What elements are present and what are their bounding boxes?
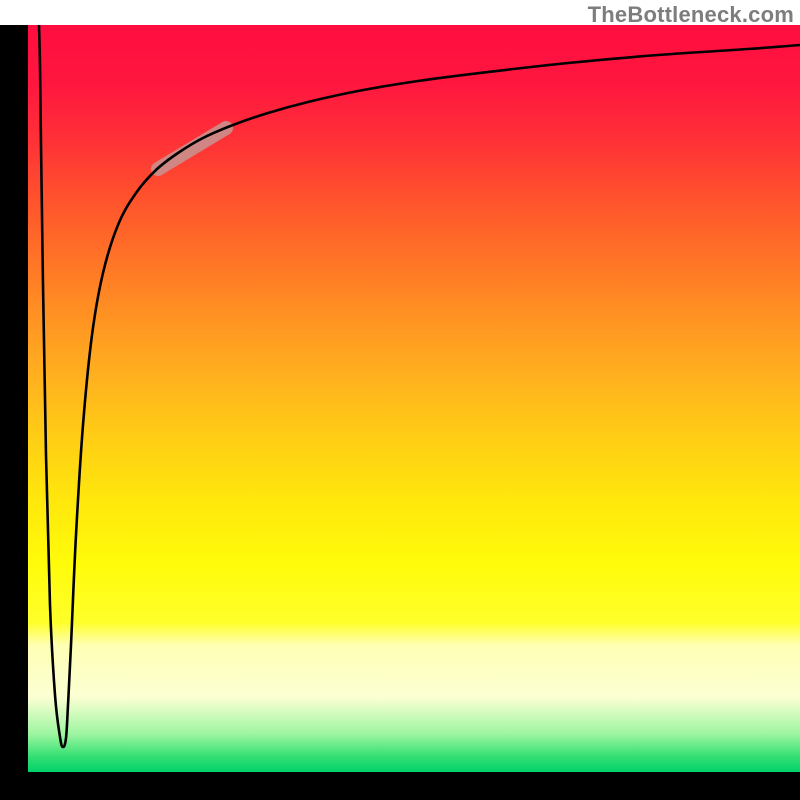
interval-marker	[158, 128, 226, 169]
plot-area	[28, 25, 800, 772]
watermark-text: TheBottleneck.com	[588, 2, 794, 28]
curve-layer	[28, 25, 800, 772]
chart-stage: TheBottleneck.com	[0, 0, 800, 800]
x-axis-bar	[0, 772, 800, 800]
bottleneck-curve	[39, 25, 800, 747]
y-axis-bar	[0, 25, 28, 800]
